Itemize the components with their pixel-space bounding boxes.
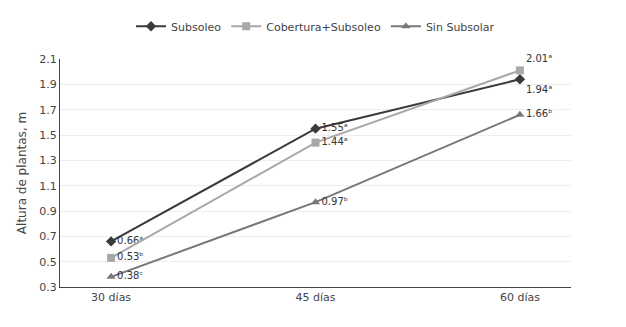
svg-text:2.1: 2.1 [39,53,57,66]
svg-text:0.9: 0.9 [39,205,57,218]
svg-text:1.94ᵃ: 1.94ᵃ [526,84,552,95]
svg-text:1.3: 1.3 [39,154,57,167]
svg-text:0.7: 0.7 [39,230,57,243]
svg-text:30 días: 30 días [91,291,131,304]
svg-text:Altura de plantas, m: Altura de plantas, m [15,112,29,234]
svg-text:1.55ᵃ: 1.55ᵃ [322,122,348,133]
svg-text:1.5: 1.5 [39,129,57,142]
svg-text:45 días: 45 días [295,291,335,304]
svg-text:0.38ᶜ: 0.38ᶜ [117,270,143,281]
svg-text:1.9: 1.9 [39,78,57,91]
svg-text:2.01ᵃ: 2.01ᵃ [526,53,552,64]
svg-text:0.53ᵇ: 0.53ᵇ [117,251,144,262]
svg-text:1.1: 1.1 [39,180,57,193]
svg-text:0.5: 0.5 [39,256,57,269]
svg-text:0.66ᵃ: 0.66ᵃ [117,235,143,246]
svg-text:0.97ᵇ: 0.97ᵇ [322,196,349,207]
svg-text:1.44ᵃ: 1.44ᵃ [322,136,348,147]
svg-text:Sin Subsolar: Sin Subsolar [426,21,495,34]
svg-text:60 días: 60 días [500,291,540,304]
svg-text:1.7: 1.7 [39,104,57,117]
svg-text:0.3: 0.3 [39,281,57,294]
svg-text:1.66ᵇ: 1.66ᵇ [526,108,553,119]
svg-text:Cobertura+Subsoleo: Cobertura+Subsoleo [266,21,381,34]
svg-text:Subsoleo: Subsoleo [171,21,221,34]
